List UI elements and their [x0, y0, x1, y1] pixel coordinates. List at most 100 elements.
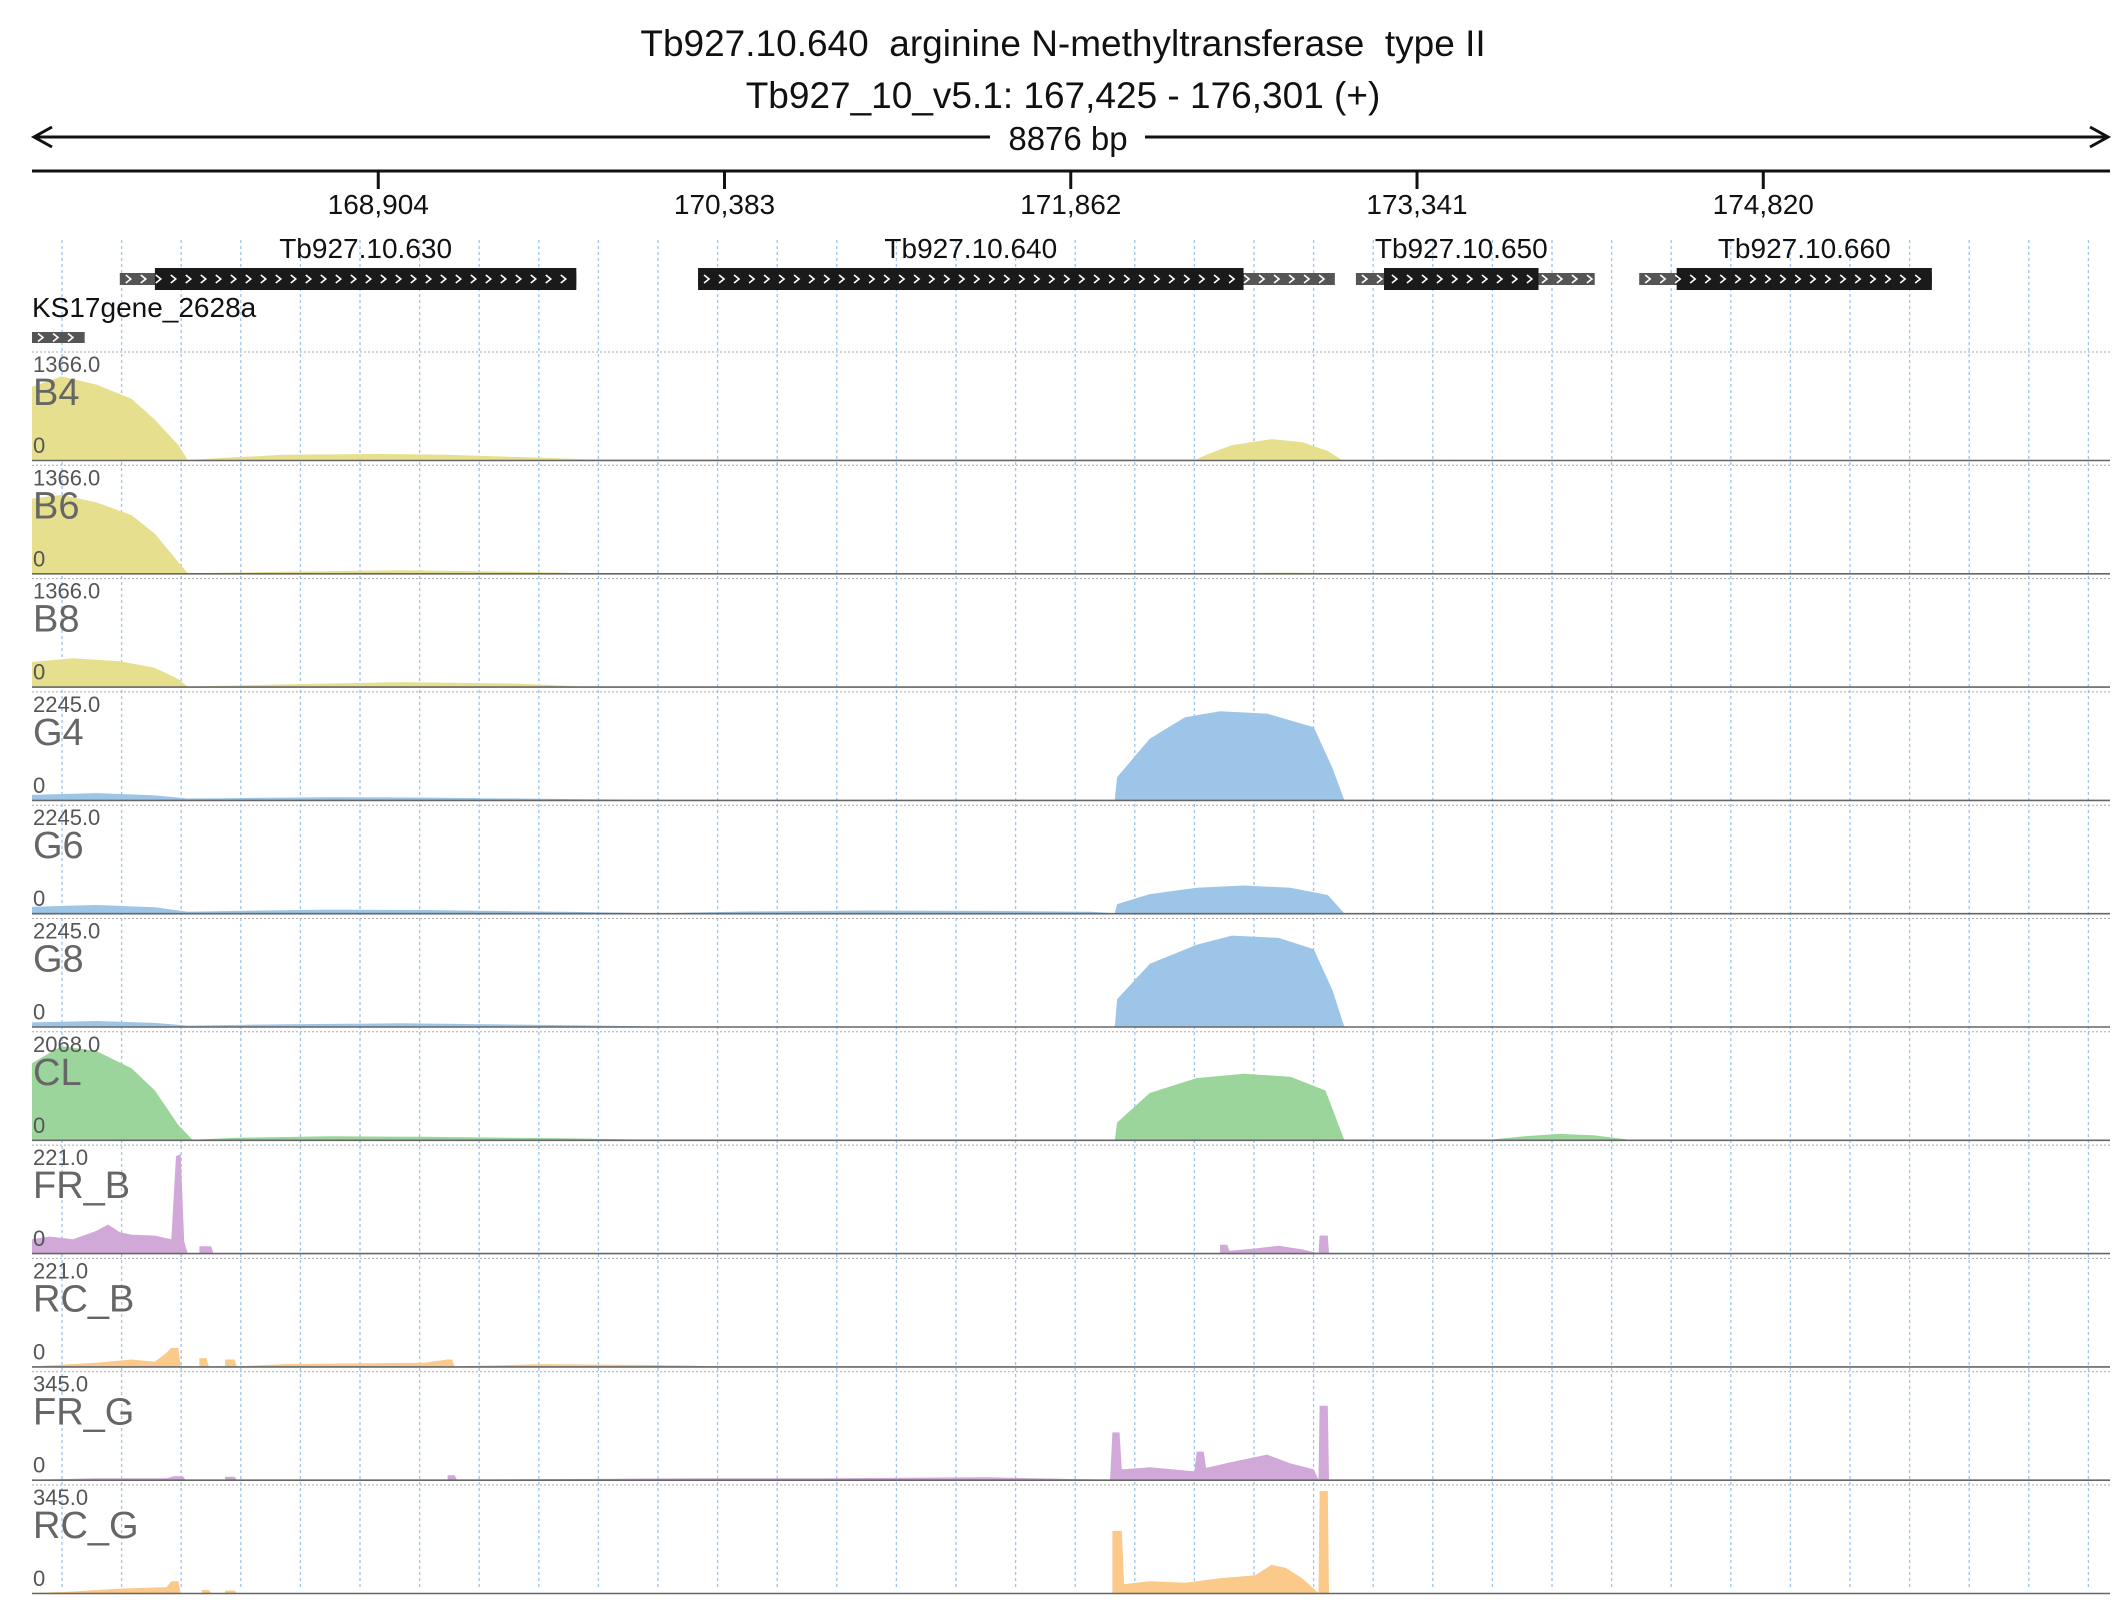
strand-chevron	[52, 332, 60, 343]
strand-chevron	[1288, 274, 1296, 284]
strand-chevron	[1048, 274, 1056, 284]
gene-cds[interactable]	[154, 268, 577, 290]
track-max-label: 221.0	[33, 1145, 88, 1170]
strand-chevron	[898, 274, 906, 284]
strand-chevron	[1586, 274, 1594, 284]
strand-chevron	[37, 332, 45, 343]
strand-chevron	[1213, 274, 1221, 284]
strand-chevron	[500, 274, 508, 284]
strand-chevron	[1361, 274, 1369, 284]
gene-cds[interactable]	[1384, 268, 1539, 290]
strand-chevron	[868, 274, 876, 284]
strand-chevron	[793, 274, 801, 284]
strand-chevron	[155, 274, 163, 284]
strand-chevron	[485, 274, 493, 284]
strand-chevron	[733, 274, 741, 284]
strand-chevron	[1108, 274, 1116, 284]
strand-chevron	[1644, 274, 1652, 284]
span-arrowhead-right	[2089, 125, 2112, 149]
track-max-label: 1366.0	[33, 352, 100, 377]
gene-label: KS17gene_2628a	[32, 292, 257, 323]
strand-chevron	[1541, 274, 1549, 284]
strand-chevron	[320, 274, 328, 284]
strand-chevron	[883, 274, 891, 284]
strand-chevron	[1183, 274, 1191, 284]
strand-chevron	[1571, 274, 1579, 284]
track-name: RC_B	[33, 1278, 134, 1320]
strand-chevron	[305, 274, 313, 284]
strand-chevron	[1376, 274, 1384, 284]
track-name: CL	[33, 1052, 82, 1094]
strand-chevron	[1794, 274, 1802, 284]
strand-chevron	[763, 274, 771, 284]
track-name: G4	[33, 712, 84, 754]
strand-chevron	[778, 274, 786, 284]
strand-chevron	[140, 274, 148, 284]
strand-chevron	[1243, 274, 1251, 284]
strand-chevron	[245, 274, 253, 284]
span-label: 8876 bp	[1008, 120, 1127, 157]
gene-label: Tb927.10.660	[1718, 233, 1891, 264]
coverage-area-cl	[32, 1046, 2110, 1140]
strand-chevron	[1466, 274, 1474, 284]
strand-chevron	[335, 274, 343, 284]
track-name: B4	[33, 372, 79, 414]
gene-cds[interactable]	[698, 268, 1244, 290]
track-name: G8	[33, 939, 84, 981]
coverage-area-fr-g	[32, 1405, 2110, 1480]
track-min-label: 0	[33, 886, 45, 911]
locus-label: Tb927_10_v5.1: 167,425 - 176,301 (+)	[745, 75, 1381, 116]
page-title: Tb927.10.640 arginine N-methyltransferas…	[640, 23, 1486, 64]
span-arrowhead-left	[30, 125, 53, 149]
strand-chevron	[440, 274, 448, 284]
gene-cds[interactable]	[1676, 268, 1932, 290]
strand-chevron	[425, 274, 433, 284]
strand-chevron	[365, 274, 373, 284]
strand-chevron	[1033, 274, 1041, 284]
track-max-label: 1366.0	[33, 579, 100, 604]
track-name: RC_G	[33, 1505, 139, 1547]
strand-chevron	[988, 274, 996, 284]
ruler-tick-label: 170,383	[674, 189, 775, 220]
coverage-area-g4	[32, 711, 2110, 800]
track-min-label: 0	[33, 546, 45, 571]
coverage-area-g6	[32, 885, 2110, 914]
track-name: FR_G	[33, 1392, 134, 1434]
strand-chevron	[1884, 274, 1892, 284]
strand-chevron	[1003, 274, 1011, 284]
strand-chevron	[718, 274, 726, 284]
coverage-area-g8	[32, 935, 2110, 1027]
track-min-label: 0	[33, 433, 45, 458]
strand-chevron	[125, 274, 133, 284]
strand-chevron	[1273, 274, 1281, 284]
ruler-tick-label: 174,820	[1713, 189, 1814, 220]
strand-chevron	[1093, 274, 1101, 284]
coverage-area-b8	[32, 658, 2110, 687]
strand-chevron	[1496, 274, 1504, 284]
strand-chevron	[1749, 274, 1757, 284]
strand-chevron	[275, 274, 283, 284]
track-min-label: 0	[33, 1113, 45, 1138]
strand-chevron	[1303, 274, 1311, 284]
strand-chevron	[973, 274, 981, 284]
strand-chevron	[1734, 274, 1742, 284]
strand-chevron	[1704, 274, 1712, 284]
track-name: B6	[33, 485, 79, 527]
coverage-area-fr-b	[32, 1153, 2110, 1254]
track-max-label: 345.0	[33, 1372, 88, 1397]
coverage-area-b6	[32, 494, 2110, 574]
strand-chevron	[380, 274, 388, 284]
strand-chevron	[1659, 274, 1667, 284]
coverage-area-rc-b	[32, 1347, 2110, 1367]
track-min-label: 0	[33, 1453, 45, 1478]
gene-label: Tb927.10.640	[884, 233, 1057, 264]
strand-chevron	[943, 274, 951, 284]
track-max-label: 2068.0	[33, 1032, 100, 1057]
ruler-tick-label: 173,341	[1366, 189, 1467, 220]
strand-chevron	[1556, 274, 1564, 284]
gene-label: Tb927.10.650	[1375, 233, 1548, 264]
strand-chevron	[1914, 274, 1922, 284]
ruler-tick-label: 171,862	[1020, 189, 1121, 220]
track-name: G6	[33, 825, 84, 867]
